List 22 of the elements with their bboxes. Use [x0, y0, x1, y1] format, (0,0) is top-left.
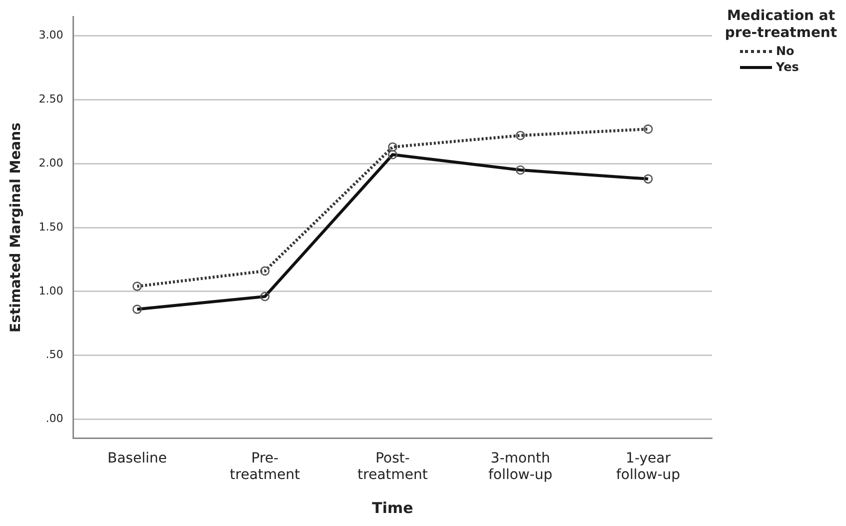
point: [516, 130, 526, 140]
x-tick-label: 3-month follow-up: [488, 450, 553, 484]
y-tick-label: .50: [46, 348, 64, 362]
y-tick-label: 2.00: [38, 156, 64, 170]
x-tick-label: Post-treatment: [358, 450, 428, 484]
point: [388, 142, 398, 152]
y-tick-label: .00: [46, 412, 64, 426]
legend-title: Medication at pre-treatment: [724, 8, 838, 42]
x-tick-label: Baseline: [107, 450, 167, 466]
point: [643, 124, 653, 134]
point: [260, 266, 270, 276]
y-tick-label: 1.50: [38, 220, 64, 234]
y-axis-title: Estimated Marginal Means: [8, 122, 24, 332]
x-tick-label: 1-year follow-up: [616, 450, 680, 484]
x-axis-title: Time: [372, 498, 414, 517]
x-tick-label: Pre-treatment: [230, 450, 301, 484]
legend-label: Yes: [776, 60, 799, 74]
point: [132, 282, 142, 291]
y-tick-label: 2.50: [38, 92, 64, 106]
y-tick-label: 1.00: [38, 284, 64, 298]
legend-label: No: [776, 44, 794, 58]
y-tick-label: 3.00: [38, 28, 64, 42]
